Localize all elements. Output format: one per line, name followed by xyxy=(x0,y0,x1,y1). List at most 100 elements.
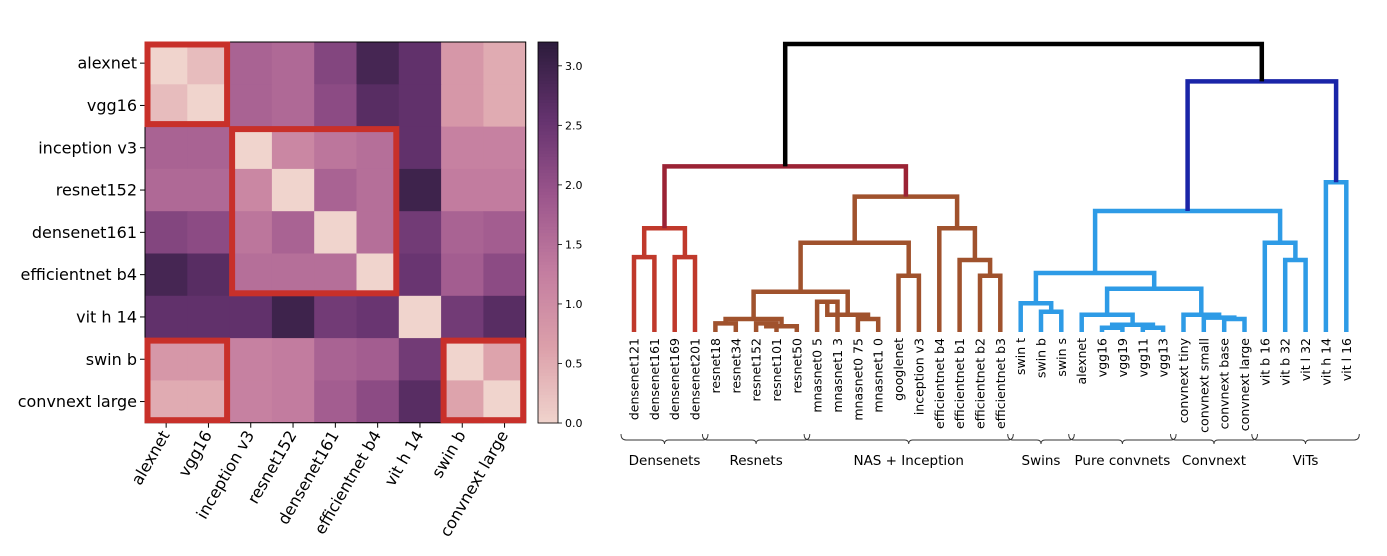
colorbar-segment xyxy=(538,245,558,249)
colorbar-segment xyxy=(538,242,558,246)
colorbar-segment xyxy=(538,197,558,202)
colorbar-segment xyxy=(538,115,558,119)
leaf-label: efficientnet b1 xyxy=(952,338,967,429)
dendrogram-link-27 xyxy=(1104,286,1204,315)
group-label: NAS + Inception xyxy=(853,453,964,469)
colorbar-segment xyxy=(538,324,558,329)
colorbar-segment xyxy=(538,327,558,332)
group-brace-2 xyxy=(803,433,1014,445)
dendrogram-link-16 xyxy=(852,194,960,243)
heatmap-cell-6-6 xyxy=(398,295,442,339)
heatmap-cell-4-8 xyxy=(483,211,527,254)
colorbar-segment xyxy=(538,270,558,275)
colorbar-segment xyxy=(538,400,558,405)
heatmap-cell-4-7 xyxy=(441,211,484,254)
heatmap-cell-0-2 xyxy=(229,42,273,85)
heatmap-cell-0-5 xyxy=(356,42,400,85)
colorbar-segment xyxy=(538,222,558,227)
colorbar-segment xyxy=(538,216,558,221)
colorbar-tick-label: 1.5 xyxy=(565,238,583,251)
colorbar-segment xyxy=(538,61,558,65)
leaf-label: vgg11 xyxy=(1135,338,1150,377)
leaf-label: convnext tiny xyxy=(1176,337,1191,423)
row-label: swin b xyxy=(86,350,137,369)
colorbar-segment xyxy=(538,273,558,278)
dendrogram-link-33 xyxy=(1185,79,1339,211)
dendrogram-link-3 xyxy=(713,321,739,332)
leaf-label: mnasnet1 0 xyxy=(871,338,886,413)
heatmap-cell-3-7 xyxy=(441,168,484,212)
leaf-label: vit l 32 xyxy=(1298,338,1313,381)
heatmap-cell-4-3 xyxy=(271,211,315,254)
leaf-label: swin t xyxy=(1013,338,1028,375)
heatmap-cell-8-0 xyxy=(145,380,188,424)
colorbar-segment xyxy=(538,267,558,272)
leaf-label: vgg19 xyxy=(1115,338,1130,377)
colorbar-segment xyxy=(538,86,558,91)
heatmap-cell-5-8 xyxy=(483,253,527,297)
leaf-label: densenet169 xyxy=(667,338,682,420)
colorbar-segment xyxy=(538,162,558,167)
dendrogram-link-21 xyxy=(1140,325,1166,332)
dendrogram-link-15 xyxy=(937,226,978,332)
heatmap-cell-0-6 xyxy=(398,42,442,85)
heatmap-cell-4-4 xyxy=(314,211,357,254)
colorbar-segment xyxy=(538,302,558,307)
row-label: vit h 14 xyxy=(76,307,137,326)
colorbar-segment xyxy=(538,149,558,154)
dendrogram-link-24 xyxy=(1221,316,1247,332)
heatmap-cell-5-2 xyxy=(229,253,273,297)
col-label: vgg16 xyxy=(174,427,216,480)
colorbar-segment xyxy=(538,137,558,142)
colorbar-segment xyxy=(538,130,558,135)
heatmap-cell-3-1 xyxy=(187,168,231,212)
dendrogram-link-34 xyxy=(782,41,1265,167)
dendrogram-link-18 xyxy=(1038,309,1064,332)
colorbar-segment xyxy=(538,178,558,183)
colorbar-segment xyxy=(538,226,558,230)
dendrogram-link-12 xyxy=(798,240,911,292)
colorbar-segment xyxy=(538,334,558,338)
colorbar-segment xyxy=(538,140,558,145)
colorbar-segment xyxy=(538,89,558,94)
group-label: Resnets xyxy=(729,453,782,469)
dendrogram-link-1 xyxy=(672,254,698,332)
colorbar-segment xyxy=(538,362,558,367)
group-label: Swins xyxy=(1022,453,1061,469)
colorbar-segment xyxy=(538,238,558,243)
heatmap-cell-4-5 xyxy=(356,211,400,254)
leaf-label: mnasnet0 5 xyxy=(810,338,825,413)
row-label: resnet152 xyxy=(56,181,137,200)
highlight-block-2 xyxy=(144,337,231,424)
leaf-label: densenet201 xyxy=(688,338,703,420)
colorbar-segment xyxy=(538,280,558,284)
dendrogram-link-30 xyxy=(1262,240,1298,332)
row-label: inception v3 xyxy=(38,138,137,157)
colorbar-segment xyxy=(538,45,558,49)
colorbar-segment xyxy=(538,407,558,411)
highlight-block-0 xyxy=(144,41,231,128)
heatmap-cell-1-3 xyxy=(271,84,315,128)
heatmap-cell-4-1 xyxy=(187,211,231,254)
heatmap-cell-1-6 xyxy=(398,84,442,128)
heatmap-cell-0-1 xyxy=(187,42,231,85)
colorbar-segment xyxy=(538,372,558,376)
colorbar-segment xyxy=(538,95,558,100)
colorbar-segment xyxy=(538,416,558,421)
colorbar-segment xyxy=(538,254,558,259)
colorbar-segment xyxy=(538,172,558,176)
colorbar-segment xyxy=(538,51,558,56)
colorbar: 0.0 0.5 1.0 1.5 2.0 2.5 3.0 xyxy=(537,41,583,430)
heatmap-cell-3-8 xyxy=(483,168,527,212)
heatmap-cell-2-7 xyxy=(441,126,484,170)
colorbar-segment xyxy=(538,146,558,151)
heatmap-cell-5-6 xyxy=(398,253,442,297)
colorbar-segment xyxy=(538,54,558,59)
group-brace-5 xyxy=(1170,433,1258,445)
leaf-label: vit b 16 xyxy=(1257,338,1272,386)
heatmap-cell-0-0 xyxy=(145,42,188,85)
colorbar-segment xyxy=(538,134,558,138)
colorbar-segment xyxy=(538,92,558,97)
colorbar-segment xyxy=(538,343,558,348)
colorbar-segment xyxy=(538,248,558,253)
